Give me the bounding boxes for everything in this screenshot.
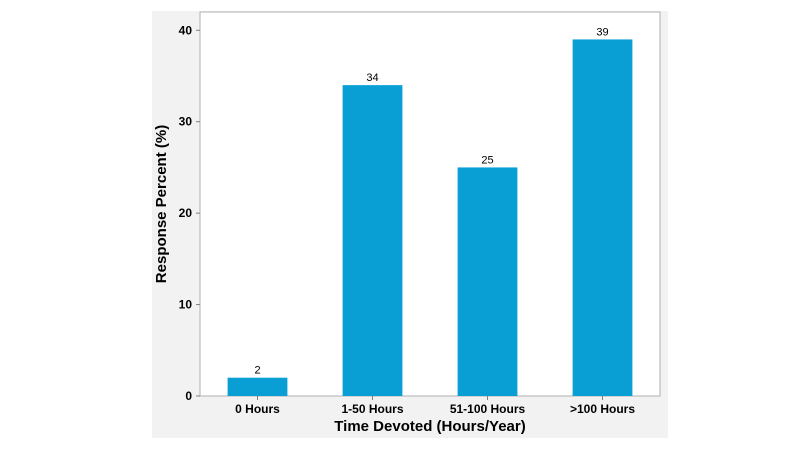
bar: [572, 39, 633, 396]
y-tick-label: 0: [185, 389, 192, 403]
y-tick-label: 40: [179, 23, 193, 37]
bar-chart: 0 10 20 30 40 2 34 25 39 0 Hours 1-50 Hours 51-10…: [153, 11, 661, 435]
x-tick-label: 0 Hours: [235, 402, 280, 416]
data-label: 2: [254, 365, 260, 377]
chart-figure: 0 10 20 30 40 2 34 25 39 0 Hours 1-50 Hours 51-10…: [152, 11, 668, 438]
y-tick-label: 20: [179, 206, 193, 220]
y-tick-label: 30: [179, 115, 193, 129]
x-axis-title: Time Devoted (Hours/Year): [334, 418, 525, 435]
y-axis-title: Response Percent (%): [153, 125, 170, 283]
bar: [342, 85, 403, 397]
x-tick-label: 51-100 Hours: [450, 402, 526, 416]
y-axis-ticks: 0 10 20 30 40: [179, 23, 200, 403]
x-tick-label: 1-50 Hours: [341, 402, 403, 416]
bars: 2 34 25 39: [227, 26, 633, 397]
data-label: 34: [366, 72, 378, 84]
bar: [457, 167, 518, 396]
data-label: 39: [596, 26, 608, 38]
bar: [227, 377, 288, 396]
y-tick-label: 10: [179, 298, 193, 312]
data-label: 25: [481, 154, 493, 166]
x-axis-ticks: 0 Hours 1-50 Hours 51-100 Hours >100 Hours: [235, 396, 635, 416]
x-tick-label: >100 Hours: [570, 402, 635, 416]
